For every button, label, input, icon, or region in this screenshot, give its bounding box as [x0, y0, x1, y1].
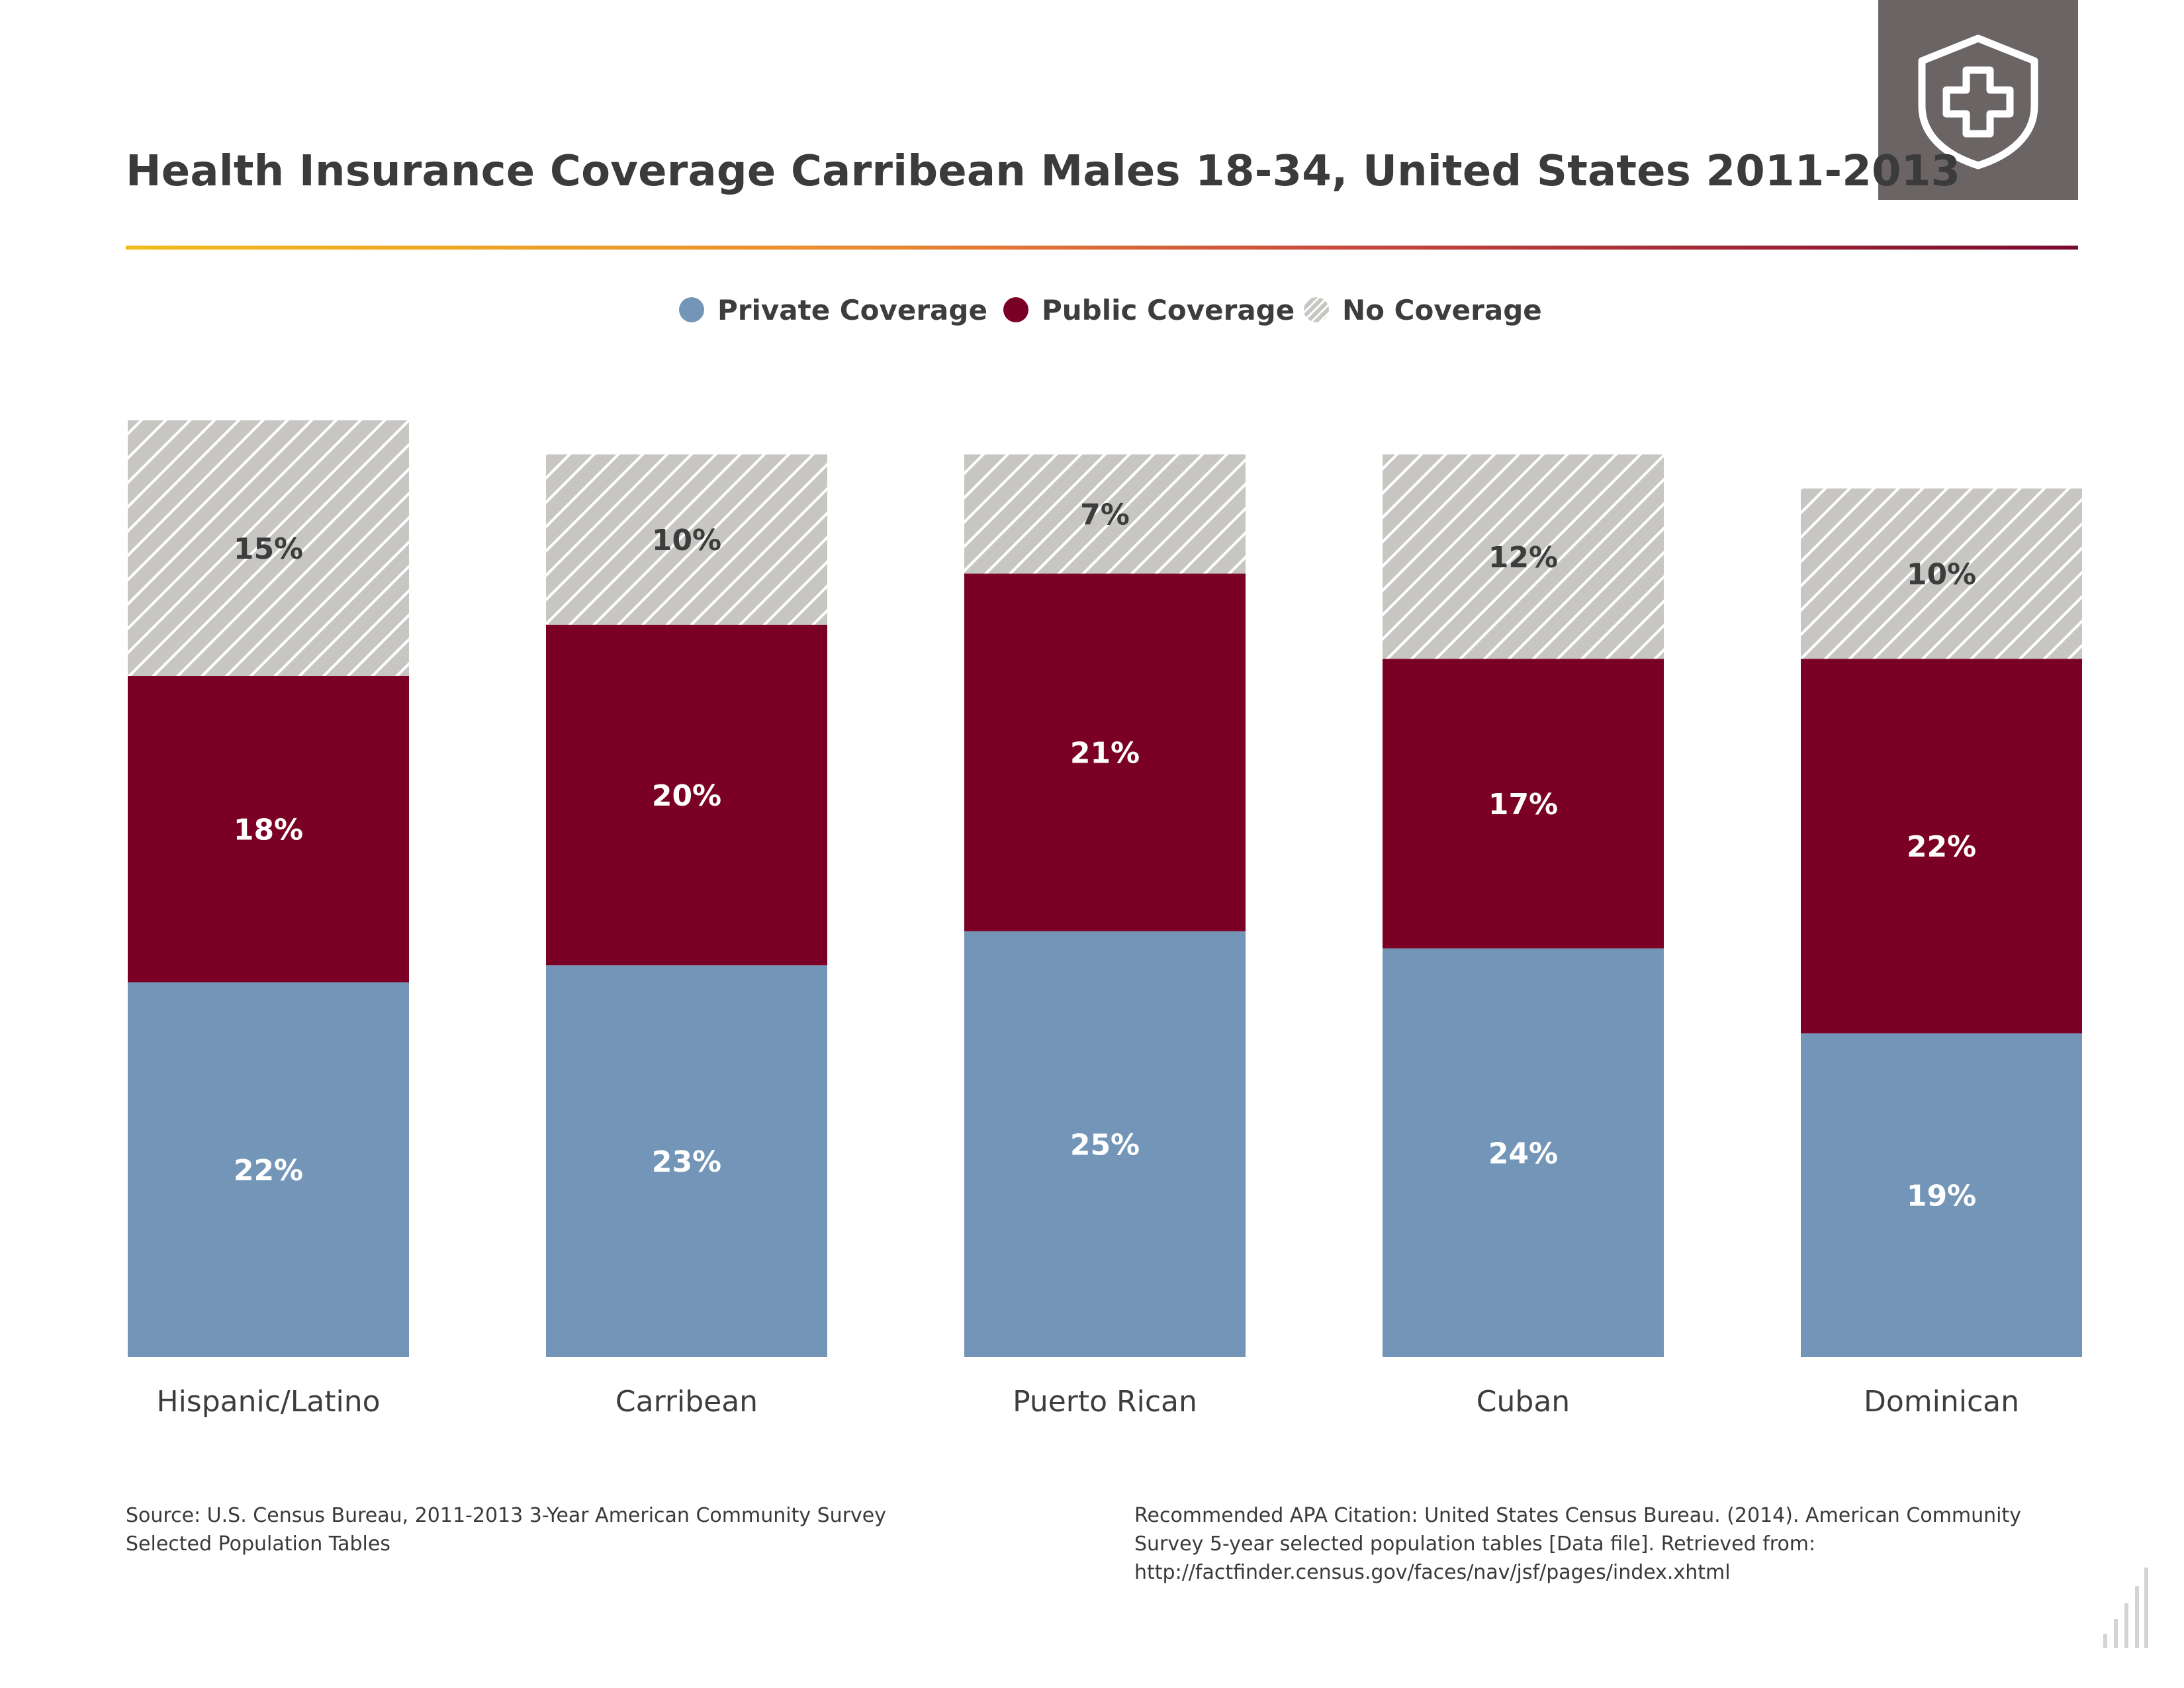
data-label-public-carribean: 20% — [652, 779, 721, 813]
data-label-none-dominican: 10% — [1907, 558, 1976, 592]
bars-layer: 22% 18% 15% Hispanic/Latino 23% 20% 10% Carribe… — [128, 420, 2082, 1419]
shield-plus-icon — [1918, 34, 2038, 169]
legend-swatch-private — [679, 297, 704, 322]
legend-swatch-none — [1304, 297, 1329, 322]
bar-none-carribean — [546, 454, 827, 625]
category-label-dominican: Dominican — [1864, 1385, 2019, 1419]
bar-public-cuban — [1383, 659, 1664, 949]
bar-none-cuban — [1383, 454, 1664, 659]
legend-item-none: No Coverage — [1304, 290, 1542, 330]
bar-private-puerto-rican — [964, 931, 1246, 1357]
bar-none-hispanic-latino — [128, 420, 409, 676]
data-label-private-cuban: 24% — [1488, 1137, 1558, 1170]
data-label-public-cuban: 17% — [1488, 788, 1558, 821]
legend-swatch-public — [1003, 297, 1028, 322]
category-label-cuban: Cuban — [1477, 1385, 1570, 1419]
data-label-private-puerto-rican: 25% — [1070, 1128, 1140, 1162]
category-label-carribean: Carribean — [615, 1385, 758, 1419]
bar-group-puerto-rican: 25% 21% 7% Puerto Rican — [964, 454, 1246, 1419]
data-label-none-puerto-rican: 7% — [1080, 498, 1130, 532]
data-label-none-carribean: 10% — [652, 524, 721, 557]
bar-group-carribean: 23% 20% 10% Carribean — [546, 454, 827, 1419]
data-label-public-dominican: 22% — [1907, 830, 1976, 864]
bar-group-hispanic-latino: 22% 18% 15% Hispanic/Latino — [128, 420, 409, 1419]
bar-chart-logo-icon — [2103, 1568, 2148, 1648]
bar-private-cuban — [1383, 948, 1664, 1357]
data-label-none-hispanic-latino: 15% — [234, 532, 303, 566]
source-note: Source: U.S. Census Bureau, 2011-2013 3-… — [126, 1504, 886, 1556]
bar-group-dominican: 19% 22% 10% Dominican — [1801, 488, 2082, 1419]
data-label-private-carribean: 23% — [652, 1145, 721, 1179]
legend-label-public: Public Coverage — [1042, 293, 1295, 326]
data-label-private-hispanic-latino: 22% — [234, 1154, 303, 1188]
bar-none-dominican — [1801, 488, 2082, 659]
citation-note: Recommended APA Citation: United States … — [1134, 1504, 2021, 1584]
bar-public-hispanic-latino — [128, 675, 409, 982]
category-label-puerto-rican: Puerto Rican — [1013, 1385, 1197, 1419]
legend-label-private: Private Coverage — [717, 293, 987, 326]
chart-legend: Private Coverage Public Coverage No Cove… — [0, 290, 2184, 330]
bar-public-carribean — [546, 624, 827, 966]
data-label-none-cuban: 12% — [1488, 541, 1558, 575]
title-divider — [126, 246, 2078, 250]
legend-item-private: Private Coverage — [679, 290, 987, 330]
legend-item-public: Public Coverage — [1003, 290, 1295, 330]
bar-none-puerto-rican — [964, 454, 1246, 574]
data-label-private-dominican: 19% — [1907, 1180, 1976, 1213]
legend-label-none: No Coverage — [1342, 293, 1542, 326]
category-label-hispanic-latino: Hispanic/Latino — [156, 1385, 380, 1419]
bar-public-dominican — [1801, 659, 2082, 1034]
bar-public-puerto-rican — [964, 573, 1246, 931]
data-label-public-hispanic-latino: 18% — [234, 813, 303, 847]
bar-group-cuban: 24% 17% 12% Cuban — [1383, 454, 1664, 1419]
page-title: Health Insurance Coverage Carribean Male… — [126, 147, 1961, 196]
bar-private-carribean — [546, 965, 827, 1357]
header-badge — [1878, 0, 2078, 200]
data-label-public-puerto-rican: 21% — [1070, 737, 1140, 771]
bar-private-hispanic-latino — [128, 982, 409, 1357]
bar-private-dominican — [1801, 1033, 2082, 1357]
